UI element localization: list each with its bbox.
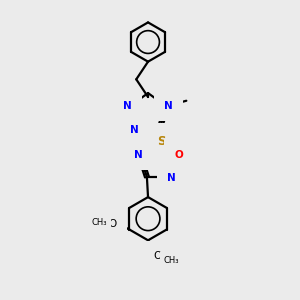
Text: O: O [109,219,117,229]
Text: N: N [134,150,142,160]
Text: O: O [154,251,162,261]
Text: S: S [157,135,166,148]
Text: O: O [174,150,183,160]
Text: N: N [167,173,176,183]
Text: N: N [164,101,173,111]
Text: CH₃: CH₃ [164,256,179,266]
Text: CH₃: CH₃ [91,218,107,227]
Text: N: N [123,101,132,111]
Text: N: N [130,124,139,135]
